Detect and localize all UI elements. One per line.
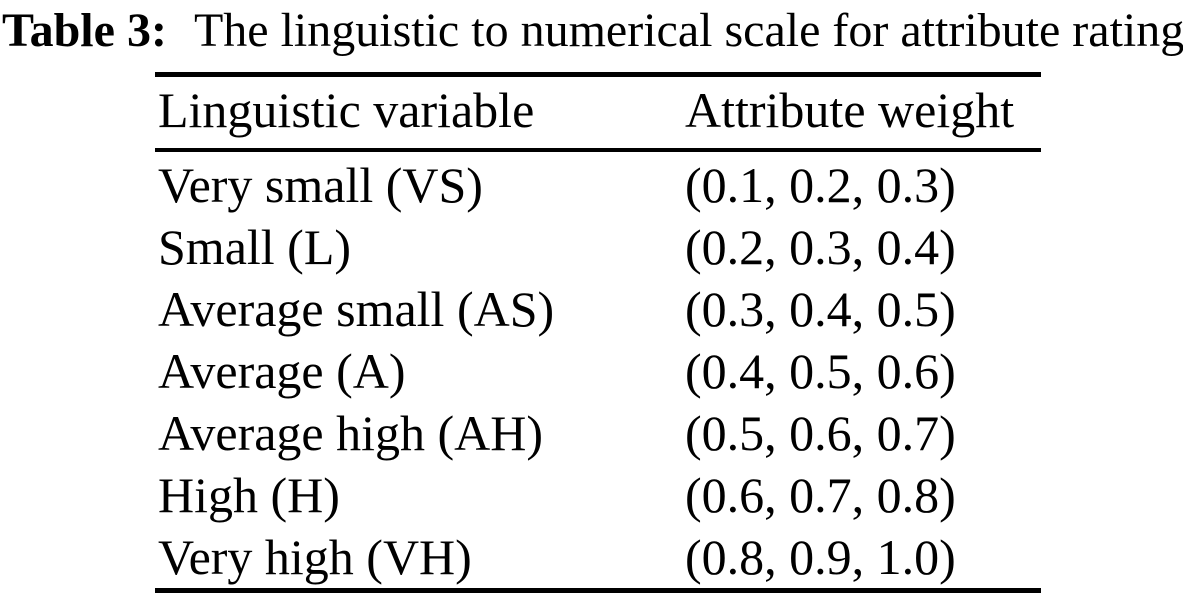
linguistic-variable-cell: Average small (AS) [158,281,555,337]
linguistic-variable-cell: High (H) [158,467,340,523]
attribute-weight-cell: (0.8, 0.9, 1.0) [685,529,956,585]
linguistic-scale-table: Linguistic variable Attribute weight Ver… [155,72,1041,593]
table-row: Very high (VH) (0.8, 0.9, 1.0) [155,526,1041,591]
table-caption-label: Table 3: [2,4,167,57]
attribute-weight-cell: (0.4, 0.5, 0.6) [685,343,956,399]
column-header-linguistic-variable: Linguistic variable [155,74,685,152]
attribute-weight-cell: (0.5, 0.6, 0.7) [685,405,956,461]
table-row: Average small (AS) (0.3, 0.4, 0.5) [155,278,1041,340]
linguistic-variable-cell: Very high (VH) [158,529,472,585]
table-row: Very small (VS) (0.1, 0.2, 0.3) [155,150,1041,216]
table-body: Very small (VS) (0.1, 0.2, 0.3) Small (L) (… [155,150,1041,591]
attribute-weight-cell: (0.2, 0.3, 0.4) [685,219,956,275]
linguistic-variable-cell: Small (L) [158,219,352,275]
table-header: Linguistic variable Attribute weight [155,74,1041,152]
table-row: Small (L) (0.2, 0.3, 0.4) [155,216,1041,278]
table-header-row: Linguistic variable Attribute weight [155,74,1041,152]
linguistic-variable-cell: Average (A) [158,343,406,399]
attribute-weight-cell: (0.6, 0.7, 0.8) [685,467,956,523]
table-row: Average high (AH) (0.5, 0.6, 0.7) [155,402,1041,464]
linguistic-variable-cell: Average high (AH) [158,405,544,461]
table-row: High (H) (0.6, 0.7, 0.8) [155,464,1041,526]
attribute-weight-cell: (0.1, 0.2, 0.3) [685,157,956,213]
table-caption: Table 3: The linguistic to numerical scal… [2,2,1183,60]
table-row: Average (A) (0.4, 0.5, 0.6) [155,340,1041,402]
attribute-weight-cell: (0.3, 0.4, 0.5) [685,281,956,337]
linguistic-variable-cell: Very small (VS) [158,157,483,213]
table-caption-text: The linguistic to numerical scale for at… [193,4,1183,57]
column-header-attribute-weight: Attribute weight [685,74,1041,152]
